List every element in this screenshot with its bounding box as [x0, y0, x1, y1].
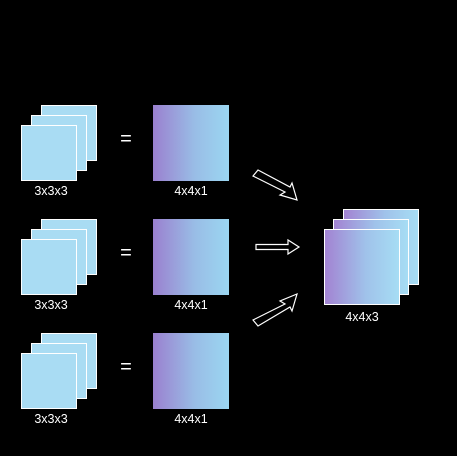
feature-map-label-1: 4x4x1 [174, 184, 208, 198]
equals-sign-2: = [120, 242, 132, 264]
output-volume [324, 209, 420, 305]
kernel-stack-2 [21, 219, 97, 295]
kernel-stack-3 [21, 333, 97, 409]
kernel-label-3: 3x3x3 [34, 412, 68, 426]
equals-sign-1: = [120, 128, 132, 150]
kernel-slice [21, 239, 77, 295]
output-slice [324, 229, 400, 305]
kernel-slice [21, 353, 77, 409]
equals-sign-3: = [120, 356, 132, 378]
feature-map-1 [153, 105, 229, 181]
kernel-slice [21, 125, 77, 181]
arrow-down-right-icon [252, 169, 298, 201]
feature-map-label-3: 4x4x1 [174, 412, 208, 426]
output-label: 4x4x3 [345, 310, 379, 324]
feature-map-3 [153, 333, 229, 409]
arrow-right-icon [255, 238, 301, 256]
feature-map-label-2: 4x4x1 [174, 298, 208, 312]
kernel-label-1: 3x3x3 [34, 184, 68, 198]
kernel-stack-1 [21, 105, 97, 181]
feature-map-2 [153, 219, 229, 295]
kernel-label-2: 3x3x3 [34, 298, 68, 312]
arrow-up-right-icon [252, 292, 298, 327]
